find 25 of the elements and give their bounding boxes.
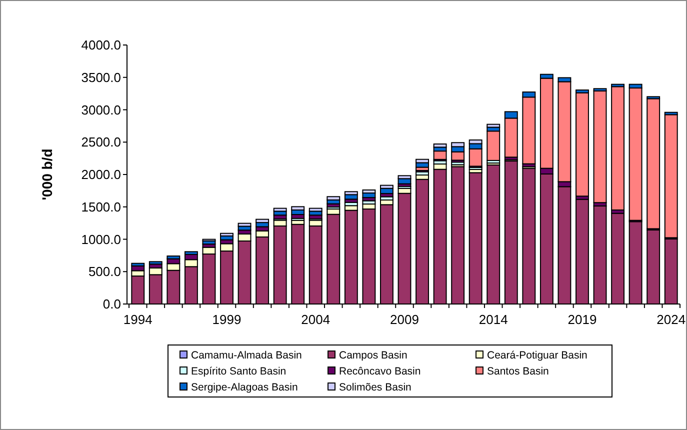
x-tick-label: 1994: [123, 312, 152, 327]
legend-label: Sergipe-Alagoas Basin: [191, 382, 298, 394]
legend-label: Campos Basin: [339, 350, 408, 362]
y-tick-label: 2000.0: [81, 167, 121, 182]
y-tick-label: 2500.0: [81, 134, 121, 150]
x-tick-label: 2014: [478, 312, 508, 327]
legend-label: Espírito Santo Basin: [191, 366, 286, 378]
y-axis-title: '000 b/d: [39, 148, 55, 200]
x-tick-label: 2004: [301, 312, 330, 327]
y-tick-label: 3000.0: [81, 102, 121, 118]
legend-label: Ceará-Potiguar Basin: [487, 350, 588, 362]
y-tick-label: 0.0: [102, 296, 121, 312]
legend-label: Recôncavo Basin: [339, 366, 421, 378]
legend-label: Camamu-Almada Basin: [191, 350, 302, 362]
x-tick-label: 1999: [212, 312, 242, 327]
legend-label: Santos Basin: [487, 366, 550, 378]
y-tick-label: 500.0: [88, 264, 121, 280]
y-tick-label: 4000.0: [81, 38, 121, 53]
x-tick-label: 2019: [568, 312, 597, 327]
x-tick-label: 2009: [390, 312, 419, 327]
y-tick-label: 1000.0: [81, 232, 121, 247]
y-tick-label: 1500.0: [81, 199, 121, 214]
y-tick-label: 3500.0: [81, 70, 121, 85]
legend-label: Solimões Basin: [339, 382, 412, 394]
x-tick-label: 2024: [656, 312, 686, 327]
